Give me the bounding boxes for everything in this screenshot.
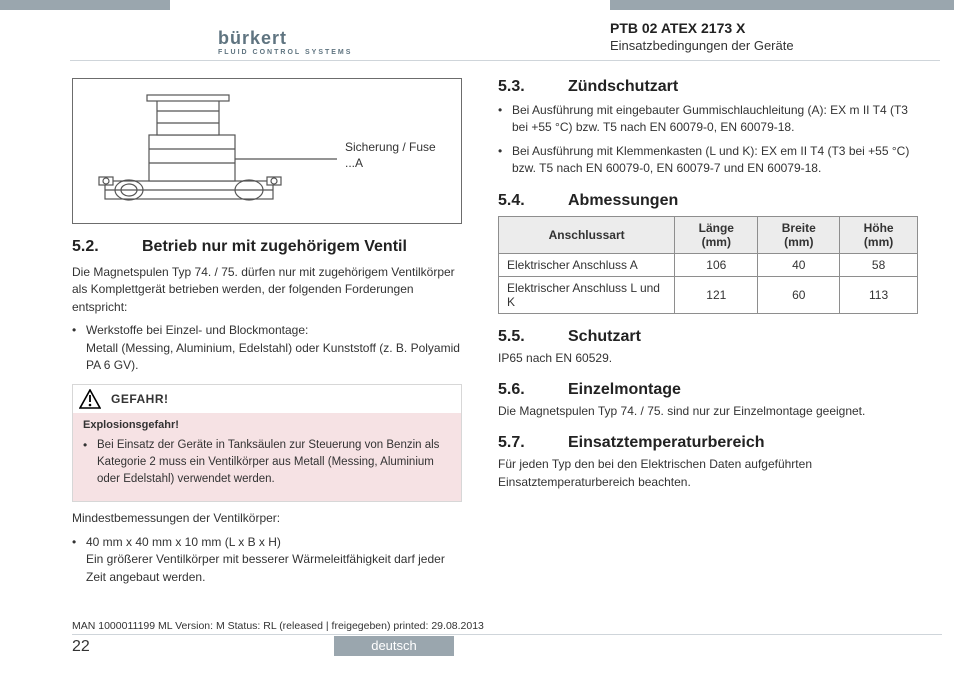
dimensions-table: Anschlussart Länge (mm) Breite (mm) Höhe… xyxy=(498,216,918,314)
min-dim-b: Ein größerer Ventilkörper mit besserer W… xyxy=(86,552,445,583)
language-pill: deutsch xyxy=(334,636,454,656)
logo: bürkert FLUID CONTROL SYSTEMS xyxy=(218,28,352,56)
th-hoehe: Höhe (mm) xyxy=(840,216,918,253)
section-5-6-number: 5.6. xyxy=(498,381,568,399)
figure-label-line2: ...A xyxy=(345,155,436,171)
td-label: Elektrischer Anschluss L und K xyxy=(499,276,675,313)
section-5-7-heading: 5.7. Einsatztemperaturbereich xyxy=(498,434,918,452)
left-column: Sicherung / Fuse ...A 5.2. Betrieb nur m… xyxy=(72,78,462,592)
section-5-4-title: Abmessungen xyxy=(568,192,918,210)
section-5-5-p: IP65 nach EN 60529. xyxy=(498,350,918,367)
header-rule xyxy=(70,60,940,61)
danger-list: Bei Einsatz der Geräte in Tanksäulen zur… xyxy=(83,437,451,487)
right-column: 5.3. Zündschutzart Bei Ausführung mit ei… xyxy=(498,78,918,491)
section-5-3-heading: 5.3. Zündschutzart xyxy=(498,78,918,96)
li-text-b: Metall (Messing, Aluminium, Edelstahl) o… xyxy=(86,341,460,372)
footer-rule xyxy=(72,634,942,635)
min-dim-intro: Mindestbemessungen der Ventilkörper: xyxy=(72,510,462,527)
doc-sub: Einsatzbedingungen der Geräte xyxy=(610,38,940,53)
section-5-3-li2: Bei Ausführung mit Klemmenkasten (L und … xyxy=(498,143,918,178)
valve-figure-icon xyxy=(87,89,337,215)
section-5-2-list: Werkstoffe bei Einzel- und Blockmontage:… xyxy=(72,322,462,374)
li-text-a: Werkstoffe bei Einzel- und Blockmontage: xyxy=(86,323,308,337)
figure-label: Sicherung / Fuse ...A xyxy=(345,139,436,171)
td-val: 121 xyxy=(675,276,758,313)
section-5-4-number: 5.4. xyxy=(498,192,568,210)
figure-box: Sicherung / Fuse ...A xyxy=(72,78,462,224)
danger-head: GEFAHR! xyxy=(73,385,461,413)
th-laenge: Länge (mm) xyxy=(675,216,758,253)
section-5-2-title: Betrieb nur mit zugehörigem Ventil xyxy=(142,238,462,256)
td-val: 113 xyxy=(840,276,918,313)
section-5-7-p: Für jeden Typ den bei den Elektrischen D… xyxy=(498,456,918,491)
section-5-6-p: Die Magnetspulen Typ 74. / 75. sind nur … xyxy=(498,403,918,420)
danger-list-item: Bei Einsatz der Geräte in Tanksäulen zur… xyxy=(83,437,451,487)
table-row: Elektrischer Anschluss A 106 40 58 xyxy=(499,253,918,276)
danger-title: GEFAHR! xyxy=(111,392,169,406)
footer-meta: MAN 1000011199 ML Version: M Status: RL … xyxy=(72,620,942,632)
top-accent-bars xyxy=(0,0,954,12)
page-number: 22 xyxy=(72,638,90,656)
section-5-2-list-item: Werkstoffe bei Einzel- und Blockmontage:… xyxy=(72,322,462,374)
top-bar-left xyxy=(0,0,170,10)
danger-subtitle: Explosionsgefahr! xyxy=(83,419,451,431)
min-dim-a: 40 mm x 40 mm x 10 mm (L x B x H) xyxy=(86,535,281,549)
danger-body: Explosionsgefahr! Bei Einsatz der Geräte… xyxy=(73,413,461,501)
section-5-3-title: Zündschutzart xyxy=(568,78,918,96)
td-label: Elektrischer Anschluss A xyxy=(499,253,675,276)
section-5-3-number: 5.3. xyxy=(498,78,568,96)
logo-text: bürkert xyxy=(218,28,287,48)
section-5-5-heading: 5.5. Schutzart xyxy=(498,328,918,346)
logo-subtext: FLUID CONTROL SYSTEMS xyxy=(218,49,352,56)
td-val: 58 xyxy=(840,253,918,276)
section-5-6-title: Einzelmontage xyxy=(568,381,918,399)
section-5-4-heading: 5.4. Abmessungen xyxy=(498,192,918,210)
section-5-3-list: Bei Ausführung mit eingebauter Gummischl… xyxy=(498,102,918,178)
section-5-6-heading: 5.6. Einzelmontage xyxy=(498,381,918,399)
td-val: 106 xyxy=(675,253,758,276)
td-val: 40 xyxy=(758,253,840,276)
danger-block: GEFAHR! Explosionsgefahr! Bei Einsatz de… xyxy=(72,384,462,502)
th-anschlussart: Anschlussart xyxy=(499,216,675,253)
section-5-3-li1: Bei Ausführung mit eingebauter Gummischl… xyxy=(498,102,918,137)
min-dim-list: 40 mm x 40 mm x 10 mm (L x B x H) Ein gr… xyxy=(72,534,462,586)
section-5-2-intro: Die Magnetspulen Typ 74. / 75. dürfen nu… xyxy=(72,264,462,316)
figure-label-line1: Sicherung / Fuse xyxy=(345,140,436,154)
warning-triangle-icon xyxy=(79,389,101,409)
section-5-5-number: 5.5. xyxy=(498,328,568,346)
section-5-2-heading: 5.2. Betrieb nur mit zugehörigem Ventil xyxy=(72,238,462,256)
section-5-7-title: Einsatztemperaturbereich xyxy=(568,434,918,452)
section-5-5-title: Schutzart xyxy=(568,328,918,346)
min-dim-list-item: 40 mm x 40 mm x 10 mm (L x B x H) Ein gr… xyxy=(72,534,462,586)
header-title-block: PTB 02 ATEX 2173 X Einsatzbedingungen de… xyxy=(610,20,940,53)
table-header-row: Anschlussart Länge (mm) Breite (mm) Höhe… xyxy=(499,216,918,253)
td-val: 60 xyxy=(758,276,840,313)
doc-code: PTB 02 ATEX 2173 X xyxy=(610,20,940,36)
table-row: Elektrischer Anschluss L und K 121 60 11… xyxy=(499,276,918,313)
top-bar-right xyxy=(610,0,954,10)
section-5-7-number: 5.7. xyxy=(498,434,568,452)
section-5-2-number: 5.2. xyxy=(72,238,142,256)
th-breite: Breite (mm) xyxy=(758,216,840,253)
